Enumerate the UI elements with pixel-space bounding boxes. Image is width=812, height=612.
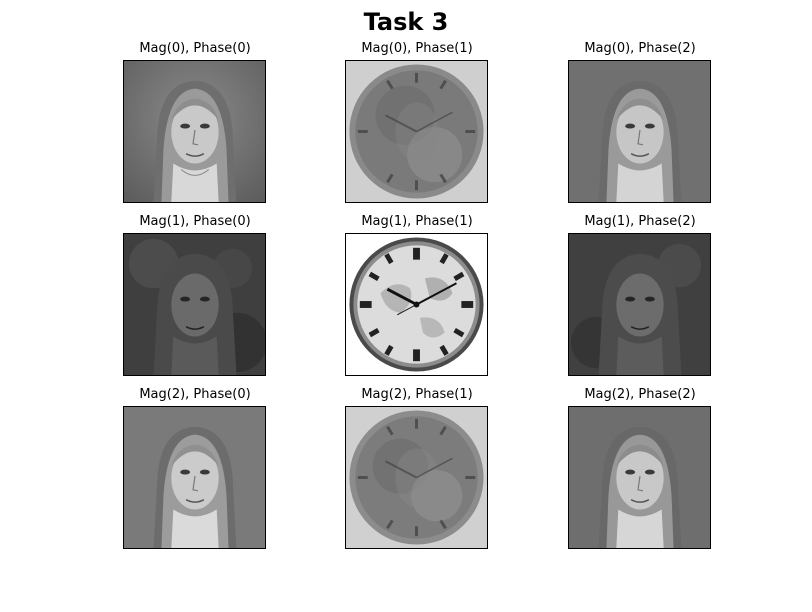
portrait-image	[568, 60, 711, 203]
panel-mag0-phase1: Mag(0), Phase(1)	[322, 41, 512, 211]
portrait-graphic	[124, 407, 265, 548]
clock-hybrid-graphic	[346, 407, 487, 548]
panel-title: Mag(1), Phase(0)	[139, 214, 251, 229]
panel-mag2-phase1: Mag(2), Phase(1)	[322, 387, 512, 557]
portrait-hybrid-image	[123, 233, 266, 376]
panel-title: Mag(1), Phase(2)	[584, 214, 696, 229]
clock-graphic	[346, 234, 487, 375]
portrait-hybrid-graphic	[569, 234, 710, 375]
clock-hybrid-image	[345, 406, 488, 549]
figure-title: Task 3	[363, 8, 449, 36]
panel-mag0-phase0: Mag(0), Phase(0)	[100, 41, 290, 211]
panel-title: Mag(2), Phase(0)	[139, 387, 251, 402]
panel-mag2-phase2: Mag(2), Phase(2)	[545, 387, 735, 557]
panel-mag1-phase1: Mag(1), Phase(1)	[322, 214, 512, 384]
panel-title: Mag(0), Phase(0)	[139, 41, 251, 56]
portrait-image	[123, 60, 266, 203]
clock-hybrid-graphic	[346, 61, 487, 202]
panel-title: Mag(0), Phase(1)	[361, 41, 473, 56]
clock-image	[345, 233, 488, 376]
panel-mag0-phase2: Mag(0), Phase(2)	[545, 41, 735, 211]
panel-mag1-phase0: Mag(1), Phase(0)	[100, 214, 290, 384]
portrait-hybrid-graphic	[124, 234, 265, 375]
panel-title: Mag(2), Phase(1)	[361, 387, 473, 402]
portrait-graphic	[569, 61, 710, 202]
panel-mag1-phase2: Mag(1), Phase(2)	[545, 214, 735, 384]
portrait-hybrid-image	[568, 233, 711, 376]
clock-hybrid-image	[345, 60, 488, 203]
portrait-image	[568, 406, 711, 549]
panel-title: Mag(2), Phase(2)	[584, 387, 696, 402]
portrait-image	[123, 406, 266, 549]
panel-title: Mag(0), Phase(2)	[584, 41, 696, 56]
portrait-graphic	[124, 61, 265, 202]
portrait-graphic	[569, 407, 710, 548]
panel-mag2-phase0: Mag(2), Phase(0)	[100, 387, 290, 557]
panel-title: Mag(1), Phase(1)	[361, 214, 473, 229]
